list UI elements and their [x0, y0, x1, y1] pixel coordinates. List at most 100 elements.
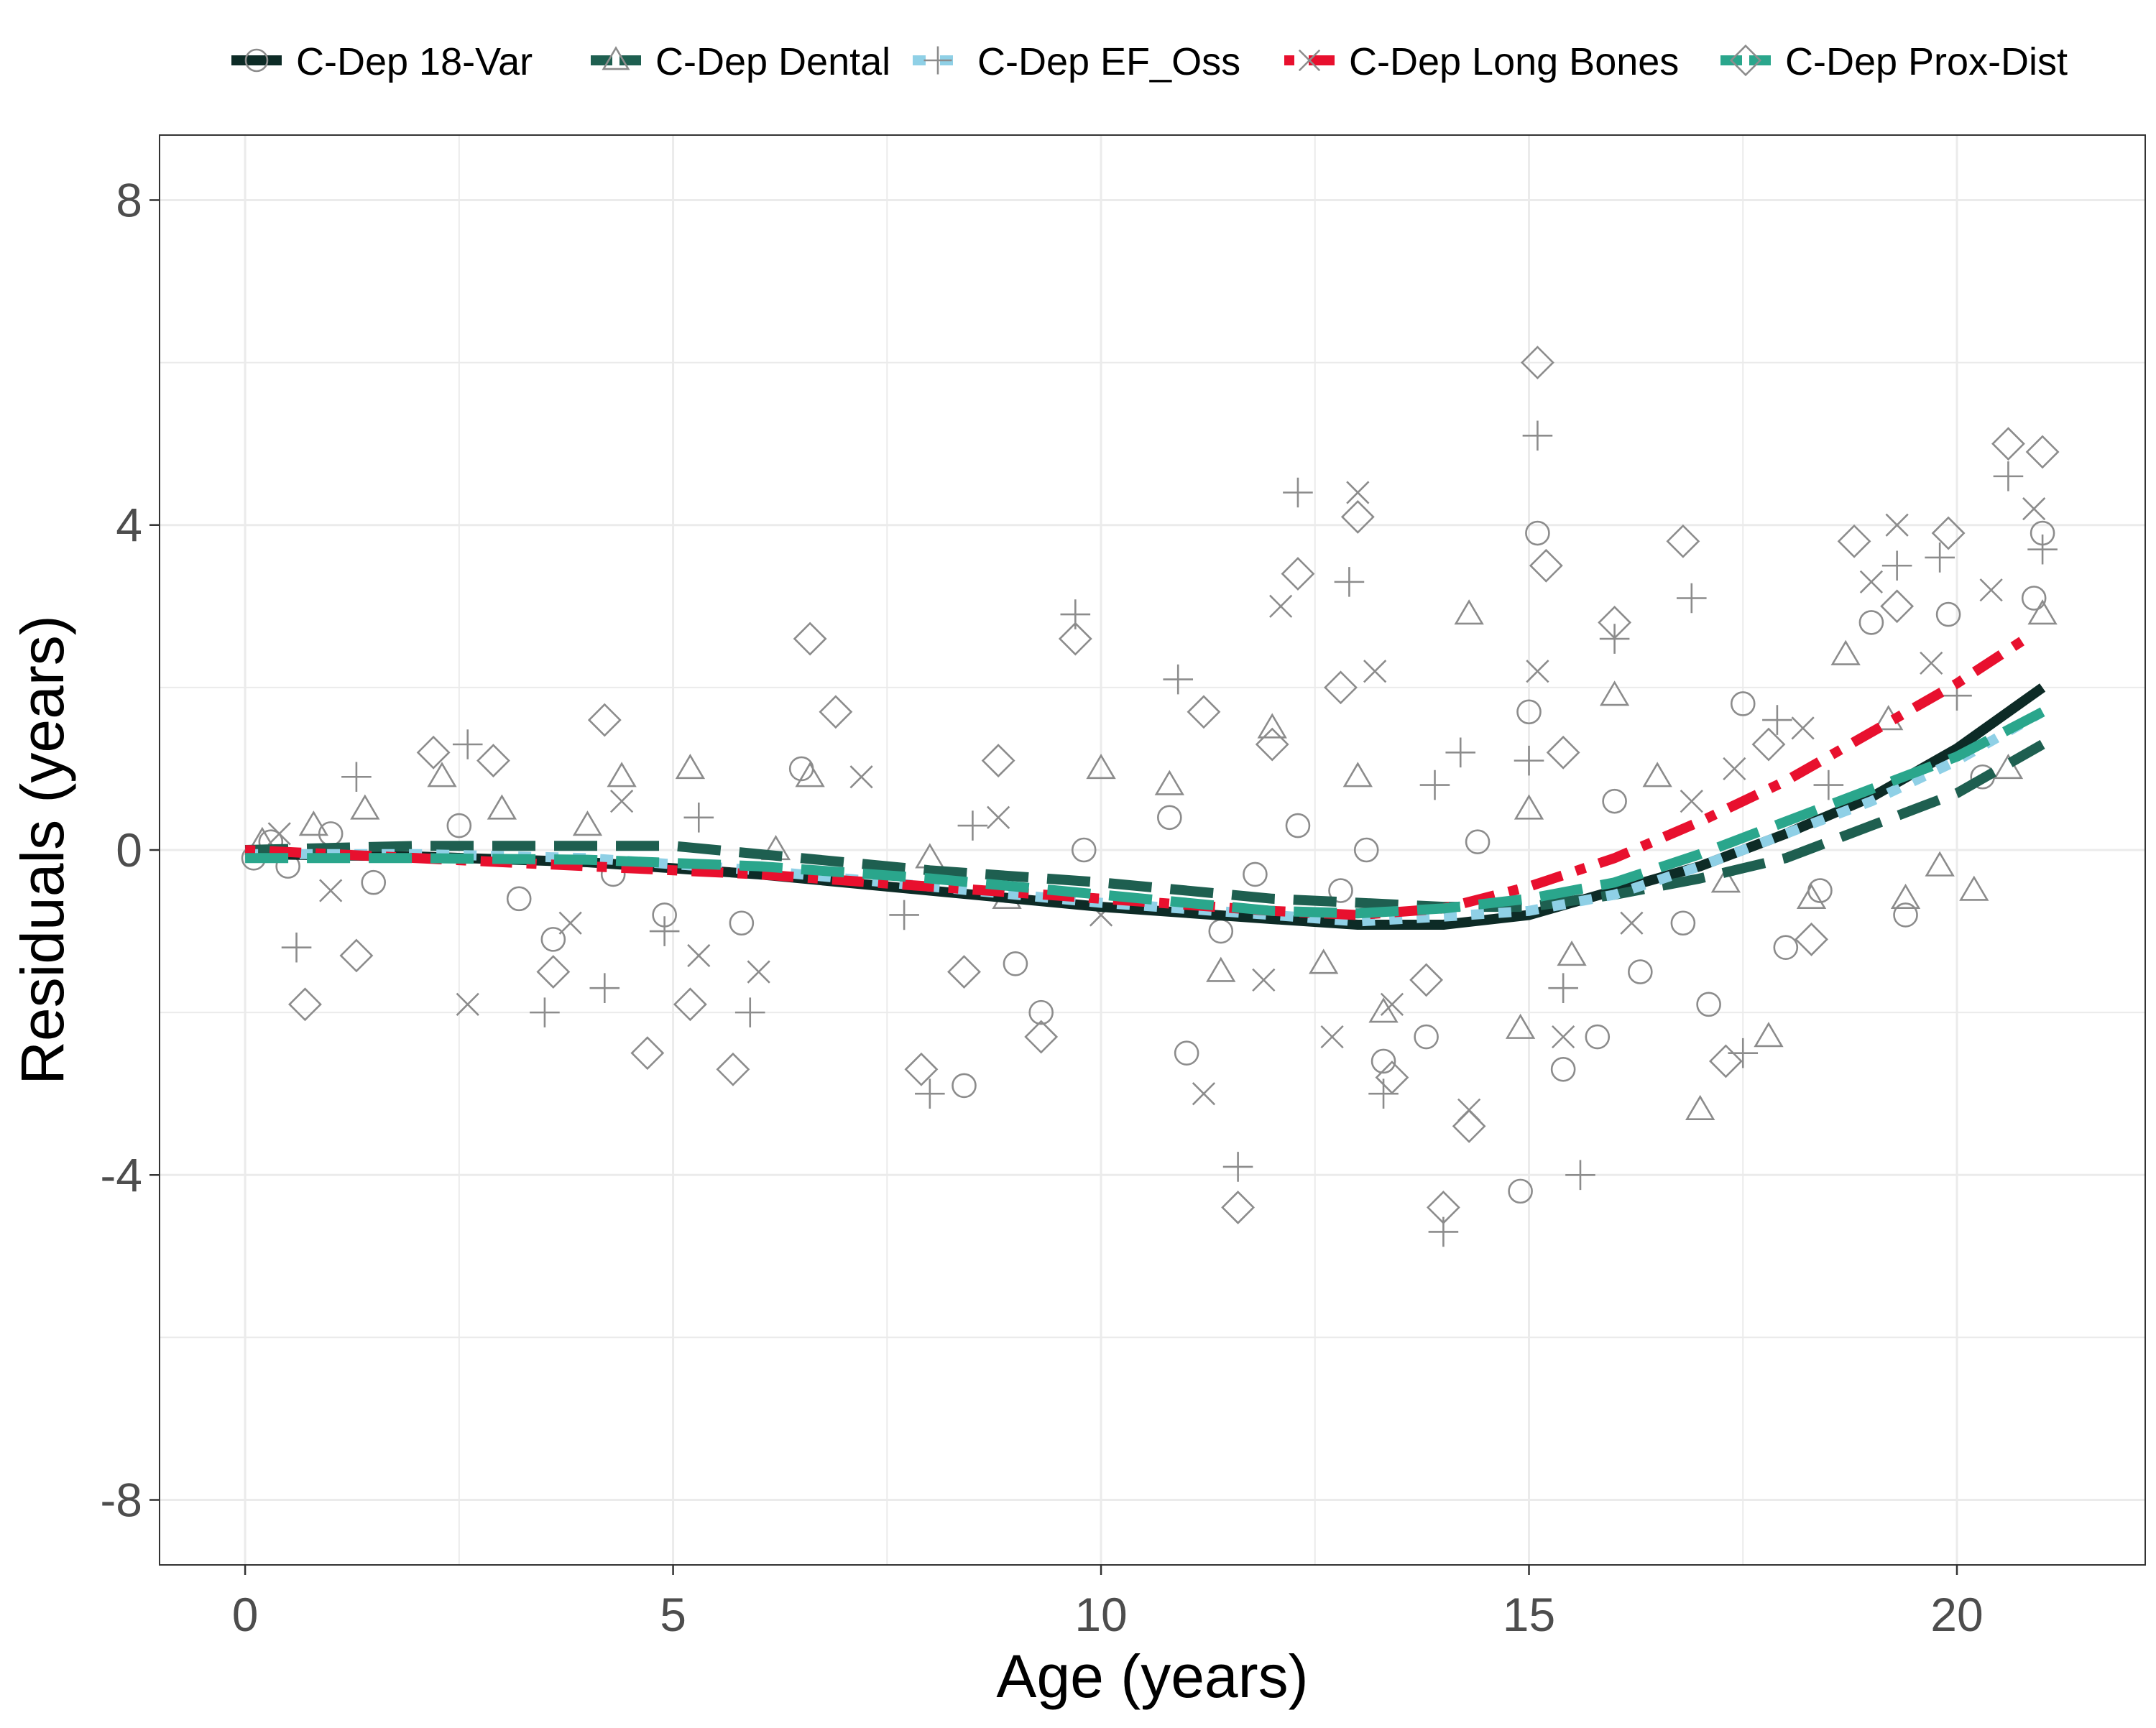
data-point-diamond: [981, 744, 1015, 778]
data-point-triangle: [1557, 941, 1587, 966]
data-point-circle: [540, 927, 566, 952]
data-point-circle: [1550, 1056, 1576, 1082]
data-point-plus: [1514, 745, 1544, 776]
data-point-diamond: [587, 703, 622, 737]
data-point-plus: [341, 762, 372, 793]
legend-label: C-Dep EF_Oss: [977, 40, 1240, 83]
data-point-x: [849, 765, 873, 789]
data-point-plus: [1677, 583, 1707, 614]
data-point-x: [1252, 968, 1276, 992]
data-point-plus: [1163, 664, 1194, 695]
data-point-circle: [729, 910, 755, 936]
data-point-x: [1380, 992, 1404, 1016]
data-point-circle: [1071, 837, 1097, 863]
data-point-diamond: [1520, 346, 1554, 380]
x-tick-label: 0: [232, 1588, 259, 1641]
data-point-plus: [683, 802, 714, 833]
data-point-x: [1979, 578, 2003, 602]
data-point-triangle: [1599, 680, 1630, 706]
data-point-plus: [1419, 770, 1450, 800]
data-point-plus: [1222, 1152, 1253, 1182]
data-point-circle: [1935, 601, 1961, 627]
data-point-diamond: [416, 735, 451, 770]
data-point-circle: [1730, 691, 1756, 716]
legend-label: C-Dep 18-Var: [296, 40, 533, 83]
data-point-x: [747, 960, 770, 984]
data-point-x: [1885, 513, 1909, 537]
data-point-triangle: [602, 46, 630, 70]
legend-item-5: C-Dep Prox-Dist: [1720, 40, 2068, 83]
data-point-triangle: [427, 762, 457, 787]
data-point-triangle: [2027, 599, 2058, 625]
data-point-circle: [1670, 910, 1696, 936]
data-point-diamond: [1598, 605, 1632, 639]
legend-item-1: C-Dep 18-Var: [231, 40, 533, 83]
data-point-triangle: [1206, 956, 1236, 982]
data-point-diamond: [1340, 499, 1375, 534]
data-point-circle: [1628, 959, 1653, 984]
data-point-x: [1723, 757, 1746, 781]
data-point-diamond: [1880, 589, 1915, 624]
fit-line-series-3: [245, 707, 2045, 927]
data-point-circle: [244, 48, 269, 73]
data-point-triangle: [487, 794, 517, 820]
data-point-diamond: [716, 1052, 750, 1086]
data-point-diamond: [673, 987, 707, 1022]
data-point-plus: [923, 46, 952, 75]
data-point-plus: [1445, 737, 1476, 768]
data-point-diamond: [1991, 427, 2025, 461]
data-point-x: [1346, 481, 1370, 504]
x-tick-label: 10: [1074, 1588, 1127, 1641]
data-point-diamond: [1058, 622, 1092, 656]
data-point-plus: [734, 997, 765, 1027]
y-tick-label: -8: [100, 1474, 142, 1527]
data-point-circle: [1508, 1178, 1533, 1204]
data-point-circle: [446, 813, 472, 838]
data-point-x: [456, 992, 479, 1016]
data-point-x: [1269, 594, 1293, 618]
data-point-diamond: [1666, 524, 1700, 558]
data-point-plus: [1283, 477, 1313, 508]
data-point-circle: [1370, 1048, 1396, 1074]
data-point-plus: [452, 729, 483, 759]
data-point-circle: [1893, 902, 1918, 928]
legend: C-Dep 18-Var C-Dep Dental C-Dep EF_Oss C-De…: [231, 40, 2068, 83]
data-point-diamond: [630, 1036, 665, 1071]
data-point-diamond: [1751, 727, 1786, 762]
data-point-diamond: [1795, 922, 1828, 956]
data-point-triangle: [1154, 770, 1184, 795]
data-point-plus: [1565, 1160, 1595, 1191]
data-point-circle: [1353, 837, 1379, 863]
legend-item-2: C-Dep Dental: [591, 40, 890, 83]
data-point-plus: [2027, 534, 2058, 565]
data-point-triangle: [1890, 883, 1921, 910]
data-point-circle: [1858, 610, 1884, 635]
data-point-circle: [1174, 1040, 1199, 1066]
x-tick-label: 5: [660, 1588, 686, 1641]
fit-line-series-2: [244, 739, 2045, 912]
data-point-x: [1363, 660, 1387, 683]
data-point-diamond: [536, 955, 571, 989]
data-point-diamond: [1529, 548, 1563, 583]
data-point-circle: [1773, 935, 1799, 960]
legend-item-3: C-Dep EF_Oss: [913, 40, 1240, 83]
data-point-diamond: [1255, 727, 1289, 762]
data-point-circle: [361, 869, 387, 895]
data-point-plus: [1762, 705, 1792, 735]
legend-item-4: C-Dep Long Bones: [1284, 40, 1679, 83]
data-point-triangle: [1642, 762, 1672, 787]
data-point-x: [319, 879, 343, 902]
data-point-diamond: [1931, 516, 1966, 550]
data-point-plus: [1925, 542, 1955, 573]
data-point-diamond: [1452, 1109, 1486, 1143]
data-point-diamond: [947, 955, 981, 989]
data-point-triangle: [1959, 875, 1989, 901]
data-point-x: [1298, 49, 1321, 72]
data-point-plus: [1881, 550, 1912, 581]
data-point-triangle: [1309, 948, 1339, 974]
data-point-circle: [1028, 999, 1054, 1025]
data-point-x: [1620, 911, 1644, 935]
data-point-x: [2022, 496, 2046, 521]
data-point-circle: [1525, 520, 1550, 546]
tick-labels-layer: 0 5 10 15 20 -8 -4 0 4 8: [100, 173, 1983, 1641]
